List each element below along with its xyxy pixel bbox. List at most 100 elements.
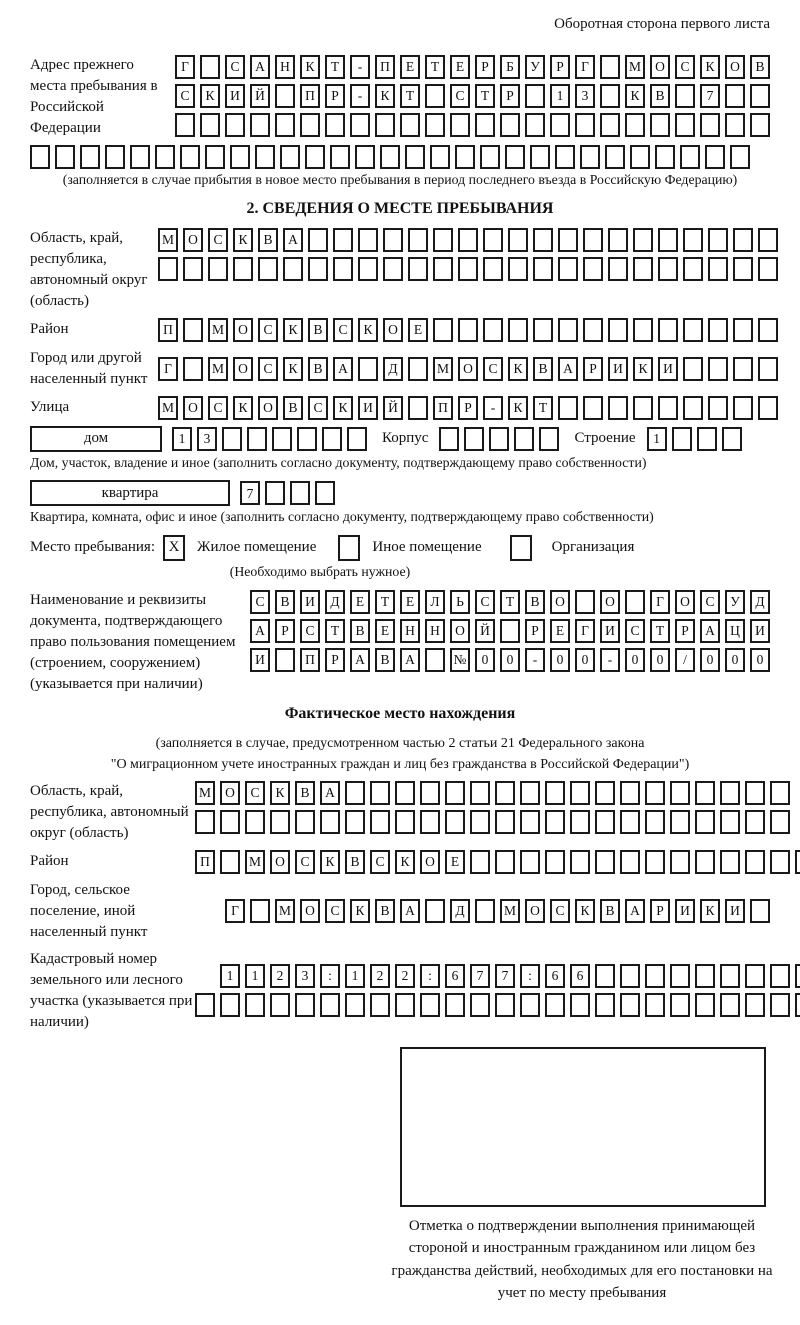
char-cell[interactable]: С [208, 395, 228, 420]
char-cell[interactable] [395, 993, 415, 1017]
char-cell[interactable] [420, 809, 440, 834]
char-cell[interactable] [570, 809, 590, 834]
char-cell[interactable] [725, 113, 745, 137]
char-cell[interactable] [130, 145, 150, 169]
char-cell[interactable]: А [625, 899, 645, 923]
char-cell[interactable] [570, 780, 590, 805]
char-cell[interactable] [470, 780, 490, 805]
char-cell[interactable] [370, 809, 390, 834]
char-cell[interactable] [383, 256, 403, 281]
char-cell[interactable] [545, 993, 565, 1017]
char-cell[interactable]: А [700, 618, 720, 643]
char-cell[interactable] [620, 809, 640, 834]
char-cell[interactable]: О [220, 780, 240, 805]
char-cell[interactable]: Л [425, 589, 445, 614]
char-cell[interactable] [675, 84, 695, 108]
char-cell[interactable]: 0 [725, 647, 745, 672]
char-cell[interactable]: 0 [500, 647, 520, 672]
char-cell[interactable] [670, 993, 690, 1017]
char-cell[interactable]: Й [250, 84, 270, 108]
char-cell[interactable] [105, 145, 125, 169]
char-cell[interactable]: 1 [345, 964, 365, 988]
char-cell[interactable]: Н [275, 55, 295, 79]
char-cell[interactable] [600, 84, 620, 108]
char-cell[interactable]: В [345, 849, 365, 874]
char-cell[interactable]: Е [400, 589, 420, 614]
char-cell[interactable] [745, 780, 765, 805]
char-cell[interactable] [658, 395, 678, 420]
char-cell[interactable]: В [375, 647, 395, 672]
char-cell[interactable]: К [508, 395, 528, 420]
char-cell[interactable]: А [558, 356, 578, 381]
char-cell[interactable] [470, 809, 490, 834]
char-cell[interactable]: О [525, 899, 545, 923]
char-cell[interactable] [408, 227, 428, 252]
char-cell[interactable]: М [158, 227, 178, 252]
char-cell[interactable] [630, 145, 650, 169]
char-cell[interactable]: И [675, 899, 695, 923]
char-cell[interactable] [320, 809, 340, 834]
char-cell[interactable] [645, 993, 665, 1017]
char-cell[interactable]: П [195, 849, 215, 874]
char-cell[interactable] [580, 145, 600, 169]
char-cell[interactable] [658, 256, 678, 281]
char-cell[interactable]: Е [408, 317, 428, 342]
char-cell[interactable] [480, 145, 500, 169]
char-cell[interactable]: Г [175, 55, 195, 79]
char-cell[interactable]: К [395, 849, 415, 874]
char-cell[interactable]: Т [650, 618, 670, 643]
char-cell[interactable]: В [283, 395, 303, 420]
char-cell[interactable] [300, 113, 320, 137]
char-cell[interactable]: М [433, 356, 453, 381]
char-cell[interactable]: М [245, 849, 265, 874]
char-cell[interactable]: К [358, 317, 378, 342]
char-cell[interactable] [355, 145, 375, 169]
char-cell[interactable] [770, 809, 790, 834]
char-cell[interactable] [345, 809, 365, 834]
char-cell[interactable] [233, 256, 253, 281]
char-cell[interactable]: 7 [700, 84, 720, 108]
char-cell[interactable]: С [550, 899, 570, 923]
char-cell[interactable] [495, 849, 515, 874]
char-cell[interactable] [695, 849, 715, 874]
char-cell[interactable] [270, 809, 290, 834]
char-cell[interactable]: С [208, 227, 228, 252]
char-cell[interactable]: 6 [570, 964, 590, 988]
char-cell[interactable]: Т [475, 84, 495, 108]
char-cell[interactable] [695, 780, 715, 805]
char-cell[interactable]: О [600, 589, 620, 614]
char-cell[interactable]: М [158, 395, 178, 420]
char-cell[interactable] [433, 317, 453, 342]
char-cell[interactable]: Р [475, 55, 495, 79]
char-cell[interactable] [345, 780, 365, 805]
char-cell[interactable] [280, 145, 300, 169]
char-cell[interactable] [247, 426, 267, 451]
char-cell[interactable] [290, 481, 310, 506]
char-cell[interactable]: С [258, 317, 278, 342]
char-cell[interactable] [433, 227, 453, 252]
char-cell[interactable] [533, 227, 553, 252]
char-cell[interactable] [645, 849, 665, 874]
char-cell[interactable] [608, 395, 628, 420]
char-cell[interactable] [625, 589, 645, 614]
char-cell[interactable] [408, 356, 428, 381]
char-cell[interactable] [508, 256, 528, 281]
char-cell[interactable] [358, 356, 378, 381]
char-cell[interactable] [205, 145, 225, 169]
char-cell[interactable] [733, 227, 753, 252]
char-cell[interactable] [370, 993, 390, 1017]
char-cell[interactable] [375, 113, 395, 137]
char-cell[interactable] [55, 145, 75, 169]
char-cell[interactable] [308, 256, 328, 281]
char-cell[interactable]: М [500, 899, 520, 923]
char-cell[interactable] [358, 227, 378, 252]
char-cell[interactable]: 0 [750, 647, 770, 672]
char-cell[interactable]: В [295, 780, 315, 805]
char-cell[interactable] [670, 849, 690, 874]
char-cell[interactable]: : [320, 964, 340, 988]
char-cell[interactable]: - [483, 395, 503, 420]
char-cell[interactable] [605, 145, 625, 169]
char-cell[interactable]: Т [533, 395, 553, 420]
char-cell[interactable] [733, 356, 753, 381]
char-cell[interactable]: К [200, 84, 220, 108]
